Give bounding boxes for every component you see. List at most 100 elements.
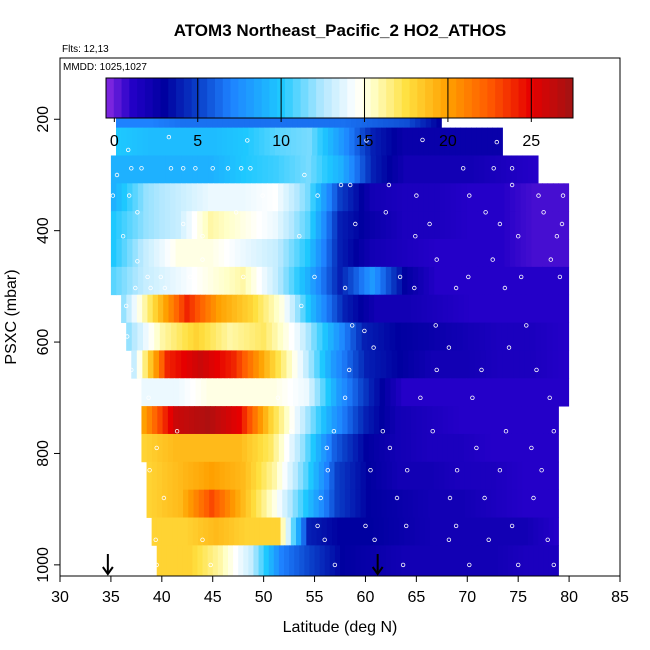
heat-cell <box>380 211 387 240</box>
heat-cell <box>369 350 376 379</box>
heat-cell <box>428 266 435 296</box>
heat-cell <box>412 489 419 518</box>
heat-cell <box>401 239 408 268</box>
colorbar-swatch <box>518 78 527 118</box>
heat-cell <box>309 545 316 576</box>
heat-cell <box>159 322 167 351</box>
sample-point <box>560 193 566 198</box>
heat-cell <box>449 127 456 156</box>
sample-point <box>200 257 205 262</box>
heat-cell <box>459 489 466 518</box>
heat-cell <box>482 239 489 268</box>
heat-cell <box>548 406 555 435</box>
heat-cell <box>405 406 412 435</box>
heat-cell <box>479 406 486 435</box>
heat-cell <box>428 489 435 518</box>
sample-point <box>387 445 393 451</box>
heat-cell <box>326 433 333 463</box>
heat-cell <box>244 517 251 546</box>
heat-cell <box>236 350 243 379</box>
heat-cell <box>238 378 245 407</box>
heat-cell <box>504 266 511 296</box>
heat-cell <box>343 155 350 184</box>
heat-cell <box>348 266 355 296</box>
heat-cell <box>361 322 368 351</box>
heat-cell <box>136 294 143 323</box>
heat-cell <box>268 433 275 463</box>
heat-cell <box>444 489 450 518</box>
heat-cell <box>497 517 503 546</box>
heat-cell <box>363 517 369 546</box>
heat-cell <box>348 211 355 240</box>
colorbar-swatch <box>191 78 200 118</box>
sample-point <box>413 233 418 239</box>
heat-cell <box>396 127 403 156</box>
heat-cell <box>553 461 559 491</box>
heat-cell <box>288 211 295 240</box>
heat-cell <box>461 266 468 296</box>
heat-cell <box>380 183 387 212</box>
heat-cell <box>413 350 421 379</box>
heat-cell <box>172 517 179 546</box>
heat-cell <box>406 378 413 407</box>
heat-cell <box>175 183 182 212</box>
heat-cell <box>337 239 344 268</box>
heat-cell <box>439 239 446 268</box>
heat-cell <box>186 239 193 268</box>
heat-cell <box>541 350 548 379</box>
heat-cell <box>360 545 367 576</box>
heat-cell <box>468 294 475 323</box>
heat-cell <box>278 545 285 576</box>
heatmap <box>110 105 570 576</box>
heat-cell <box>325 350 332 379</box>
heat-cell <box>438 489 445 518</box>
heat-cell <box>116 266 123 296</box>
heat-cell <box>204 322 211 351</box>
heat-cell <box>209 461 215 491</box>
heat-cell <box>183 489 189 518</box>
heat-cell <box>423 461 430 491</box>
heat-cell <box>455 239 462 268</box>
heat-cell <box>203 461 210 491</box>
heat-cell <box>460 517 467 546</box>
heat-cell <box>261 266 268 296</box>
heat-cell <box>326 517 333 546</box>
heat-cell <box>437 406 444 435</box>
heat-cell <box>249 378 256 407</box>
heat-cell <box>215 322 223 351</box>
heat-cell <box>137 127 144 156</box>
heat-cell <box>428 239 435 268</box>
heat-cell <box>431 545 438 576</box>
heat-cell <box>445 211 452 240</box>
heat-cell <box>342 183 349 212</box>
heat-cell <box>358 183 365 212</box>
heat-cell <box>131 294 138 323</box>
heat-cell <box>331 211 338 240</box>
heat-cell <box>190 127 197 156</box>
heat-cell <box>435 155 442 184</box>
heat-cell <box>354 127 361 156</box>
x-tick-label: 65 <box>407 589 425 606</box>
heat-cell <box>295 294 301 323</box>
heat-cell <box>316 322 324 351</box>
heat-cell <box>450 378 457 407</box>
heat-cell <box>538 461 544 491</box>
heat-cell <box>418 239 425 268</box>
heat-cell <box>493 211 500 240</box>
heat-cell <box>316 294 322 323</box>
heat-cell <box>154 266 161 296</box>
sample-point <box>174 429 180 434</box>
colorbar-swatch <box>417 78 426 118</box>
heat-cell <box>333 127 340 156</box>
heat-cell <box>379 378 386 407</box>
heat-cell <box>447 433 454 463</box>
heat-cell <box>347 433 354 463</box>
heat-cell <box>391 489 398 518</box>
heat-cell <box>273 155 280 184</box>
heat-cell <box>304 183 311 212</box>
heat-cell <box>536 266 543 296</box>
sample-point <box>554 233 560 239</box>
heat-cell <box>230 155 237 184</box>
heat-cell <box>502 350 509 379</box>
heat-cell <box>327 155 334 184</box>
